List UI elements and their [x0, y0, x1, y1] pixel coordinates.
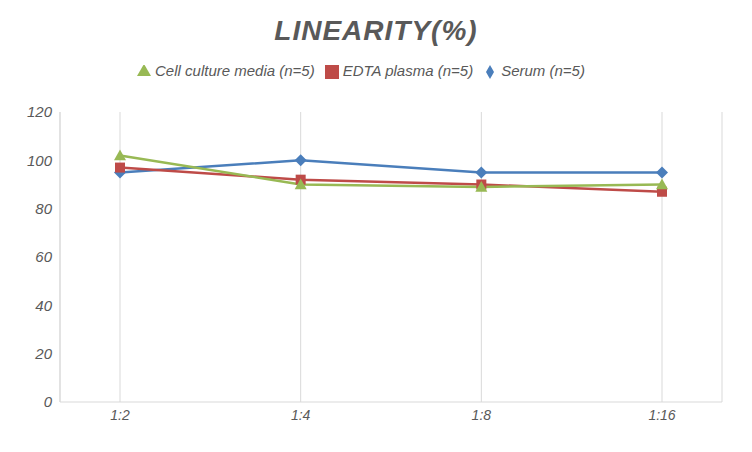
svg-text:100: 100 [27, 152, 53, 169]
svg-text:80: 80 [35, 200, 52, 217]
svg-text:1:4: 1:4 [291, 407, 311, 423]
html-text:Serum (n=5): Serum (n=5) [501, 62, 585, 79]
svg-text:1:16: 1:16 [648, 407, 675, 423]
html-text:Cell culture media (n=5): Cell culture media (n=5) [155, 62, 315, 79]
html-text:LINEARITY(%): LINEARITY(%) [274, 15, 478, 46]
svg-text:20: 20 [34, 345, 52, 362]
svg-text:1:8: 1:8 [472, 407, 492, 423]
svg-text:40: 40 [35, 297, 52, 314]
svg-text:120: 120 [27, 103, 53, 120]
svg-text:60: 60 [35, 248, 52, 265]
html-text:EDTA plasma (n=5): EDTA plasma (n=5) [342, 62, 474, 79]
svg-text:1:2: 1:2 [110, 407, 130, 423]
svg-text:0: 0 [44, 393, 53, 410]
